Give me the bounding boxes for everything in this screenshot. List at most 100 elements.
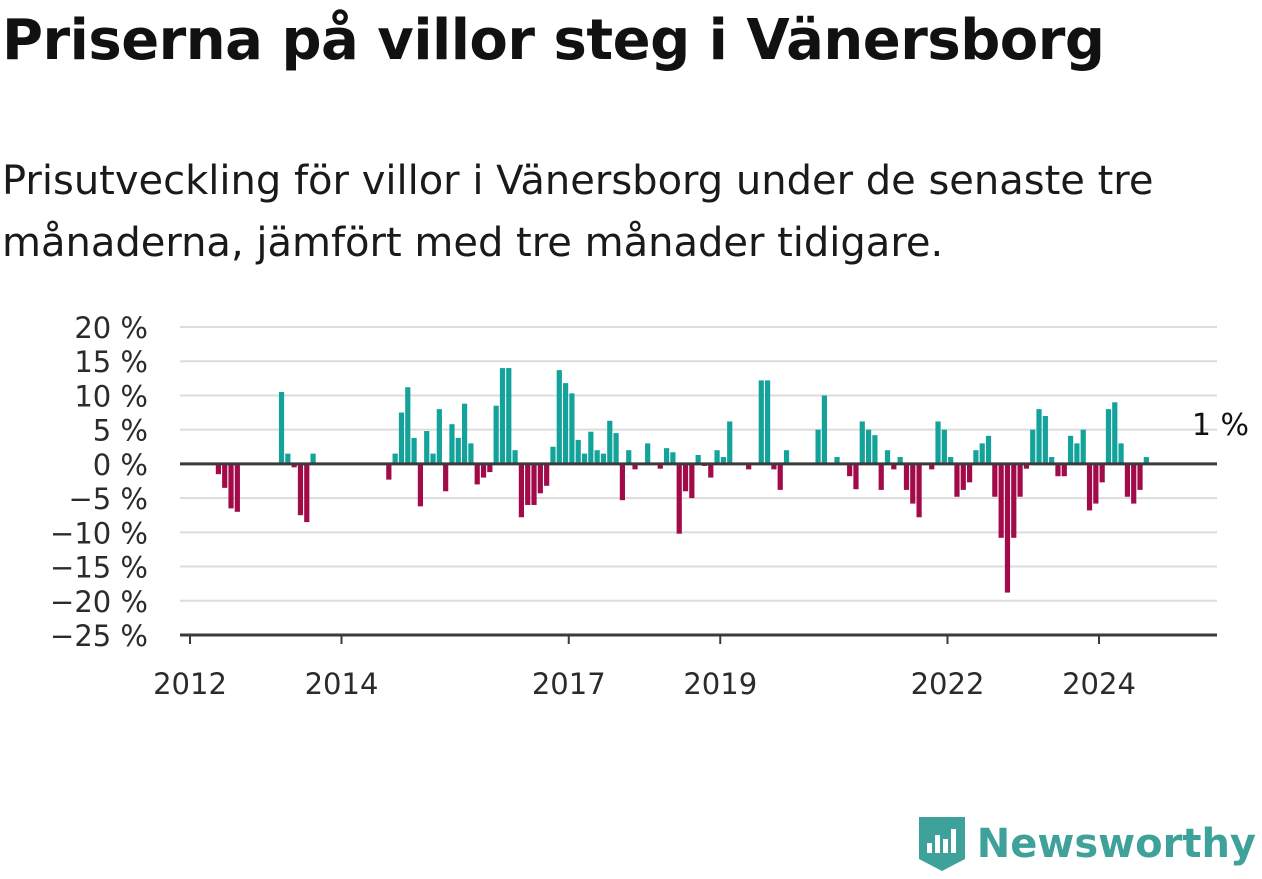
bar <box>493 405 499 464</box>
bar <box>777 463 783 490</box>
bar <box>746 463 752 470</box>
bar <box>1124 463 1131 497</box>
bar <box>537 463 543 494</box>
bar <box>670 452 676 464</box>
last-value-label: 1 % <box>1192 408 1249 443</box>
bar <box>708 463 714 478</box>
bar <box>474 463 480 485</box>
bar <box>455 437 461 464</box>
bar <box>657 463 663 469</box>
bar <box>556 370 562 464</box>
chart-title: Priserna på villor steg i Vänersborg <box>2 8 1105 73</box>
bar <box>304 463 310 523</box>
bar <box>518 463 525 518</box>
bar <box>443 463 449 492</box>
bar <box>430 453 436 464</box>
bar <box>550 446 556 464</box>
bar <box>1093 463 1099 504</box>
bar <box>954 463 960 497</box>
bar <box>865 429 872 464</box>
bar <box>417 463 424 507</box>
bar <box>285 453 291 464</box>
bar <box>449 424 455 464</box>
y-tick-label: 0 % <box>93 448 148 482</box>
bar <box>884 450 891 464</box>
bar <box>1112 402 1118 464</box>
bar <box>512 450 518 464</box>
bar <box>916 463 922 518</box>
y-tick-label: 10 % <box>74 379 148 413</box>
bar <box>487 463 493 473</box>
bar <box>1030 429 1036 464</box>
bar <box>1036 409 1042 464</box>
bar <box>1049 457 1055 464</box>
bar <box>764 380 771 464</box>
bar <box>985 435 992 464</box>
bar <box>821 395 828 464</box>
bar <box>222 463 228 488</box>
bar <box>815 429 821 464</box>
y-tick-label: −20 % <box>50 585 148 619</box>
bar <box>1042 415 1048 464</box>
bar <box>992 463 998 497</box>
bar <box>291 463 297 468</box>
bar <box>682 463 689 492</box>
bar <box>461 403 468 464</box>
bar-chart: 20 %15 %10 %5 %0 %−5 %−10 %−15 %−20 %−25… <box>50 311 1249 701</box>
bar <box>310 453 316 464</box>
bar <box>386 463 392 480</box>
bar <box>607 420 613 464</box>
bar <box>499 368 506 464</box>
bar <box>941 429 947 464</box>
bar <box>626 450 632 464</box>
y-tick-label: −15 % <box>50 551 148 585</box>
bar <box>600 453 607 464</box>
bar <box>847 463 853 477</box>
bar <box>575 439 581 464</box>
bar <box>695 454 701 464</box>
bar <box>891 463 897 470</box>
bar <box>1011 463 1017 538</box>
bar <box>771 463 777 470</box>
bar <box>1004 463 1011 593</box>
y-axis-labels: 20 %15 %10 %5 %0 %−5 %−10 %−15 %−20 %−25… <box>50 311 148 653</box>
bar <box>569 393 575 464</box>
brand-logo[interactable]: Newsworthy <box>917 815 1256 873</box>
x-tick-label: 2017 <box>532 667 606 701</box>
bar <box>783 450 790 464</box>
bar <box>405 387 411 464</box>
y-tick-label: −25 % <box>50 619 148 653</box>
bar <box>878 463 884 490</box>
bar <box>1017 463 1023 497</box>
bar <box>645 443 651 464</box>
bar <box>1131 463 1137 504</box>
y-tick-label: 5 % <box>93 414 148 448</box>
bar <box>998 463 1004 538</box>
bar <box>215 463 222 475</box>
bar <box>411 437 417 464</box>
bar <box>1118 443 1124 464</box>
bar <box>859 421 865 464</box>
bar <box>531 463 537 505</box>
bar <box>1074 443 1080 464</box>
bar <box>935 421 941 464</box>
bar <box>594 450 600 464</box>
bar <box>853 463 859 490</box>
y-tick-label: 20 % <box>74 311 148 345</box>
axes <box>180 462 1217 637</box>
brand-name: Newsworthy <box>976 821 1256 867</box>
bar <box>714 450 720 464</box>
chart-subtitle: Prisutveckling för villor i Vänersborg u… <box>2 158 1154 266</box>
bar <box>506 368 512 464</box>
bar <box>436 409 442 464</box>
bars <box>215 368 1149 593</box>
bar <box>1067 435 1074 464</box>
bar <box>903 463 910 490</box>
bar <box>720 457 727 464</box>
bar <box>392 453 398 464</box>
bar <box>228 463 234 509</box>
bar <box>1023 463 1030 469</box>
bar <box>1105 409 1112 464</box>
bar <box>544 463 550 486</box>
newsworthy-logo-icon <box>918 817 965 871</box>
